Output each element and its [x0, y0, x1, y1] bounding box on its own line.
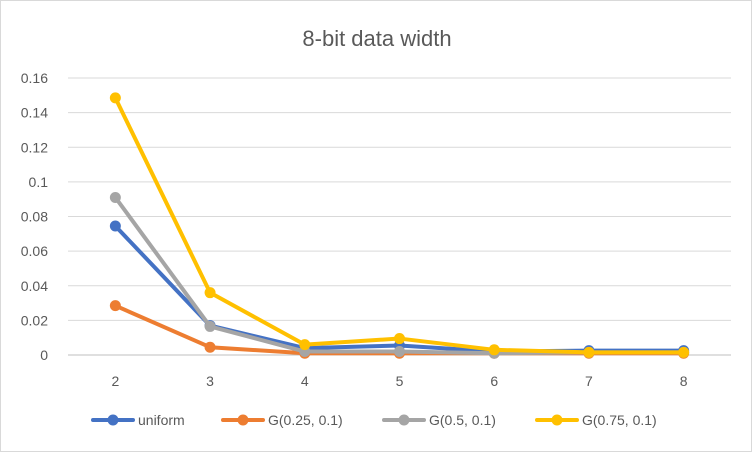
y-tick-label: 0.06 [21, 243, 48, 259]
legend: uniform G(0.25, 0.1) G(0.5, 0.1) G(0.75, 0.… [91, 412, 657, 428]
y-axis: 0 0.02 0.04 0.06 0.08 0.1 0.12 0.14 0.16 [21, 70, 48, 363]
data-point [488, 344, 500, 356]
gridlines [68, 77, 731, 356]
x-axis: 2 3 4 5 6 7 8 [111, 373, 687, 389]
data-point [678, 346, 690, 358]
legend-label: G(0.25, 0.1) [268, 412, 343, 428]
data-point [394, 346, 405, 358]
x-tick-label: 3 [206, 373, 214, 389]
data-point [299, 339, 311, 351]
y-tick-label: 0 [40, 347, 48, 363]
data-point [583, 346, 595, 358]
y-tick-label: 0.02 [21, 312, 48, 328]
legend-label: uniform [138, 412, 185, 428]
y-tick-label: 0.08 [21, 209, 48, 225]
legend-item: uniform [91, 412, 185, 428]
legend-item: G(0.25, 0.1) [221, 412, 343, 428]
legend-swatch-marker [107, 414, 119, 426]
legend-swatch-marker [551, 414, 563, 426]
x-tick-label: 6 [490, 373, 498, 389]
series-line [113, 224, 686, 354]
data-point [109, 92, 121, 104]
series-lines [109, 92, 690, 359]
data-point [109, 300, 121, 312]
x-tick-label: 2 [111, 373, 119, 389]
x-tick-label: 4 [301, 373, 309, 389]
chart-title: 8-bit data width [302, 26, 451, 51]
data-point [204, 287, 216, 299]
y-tick-label: 0.14 [21, 105, 48, 121]
y-tick-label: 0.1 [29, 174, 49, 190]
legend-label: G(0.5, 0.1) [429, 412, 496, 428]
x-tick-label: 5 [396, 373, 404, 389]
x-tick-label: 7 [585, 373, 593, 389]
x-tick-label: 8 [680, 373, 688, 389]
legend-label: G(0.75, 0.1) [582, 412, 657, 428]
y-tick-label: 0.04 [21, 278, 48, 294]
data-point [394, 333, 405, 345]
legend-swatch-marker [237, 414, 249, 426]
legend-swatch-marker [398, 414, 410, 426]
data-point [204, 341, 216, 353]
legend-item: G(0.5, 0.1) [382, 412, 496, 428]
data-point [109, 191, 121, 203]
series-4 [109, 92, 690, 358]
data-point [204, 320, 216, 332]
data-point [109, 220, 121, 232]
y-tick-label: 0.16 [21, 70, 48, 86]
y-tick-label: 0.12 [21, 139, 48, 155]
legend-item: G(0.75, 0.1) [535, 412, 657, 428]
